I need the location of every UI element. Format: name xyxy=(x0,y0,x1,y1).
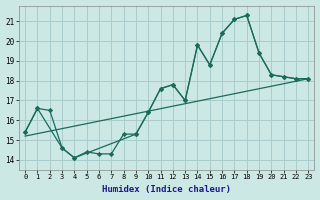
X-axis label: Humidex (Indice chaleur): Humidex (Indice chaleur) xyxy=(102,185,231,194)
